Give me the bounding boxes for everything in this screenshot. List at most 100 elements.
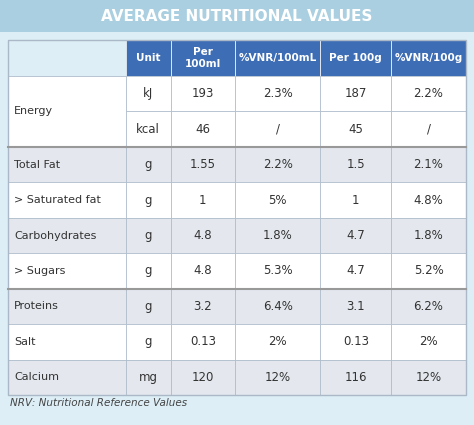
Bar	[235, 76, 320, 111]
Text: 1.8%: 1.8%	[263, 229, 292, 242]
Text: 2.2%: 2.2%	[414, 87, 444, 100]
Text: 2.2%: 2.2%	[263, 158, 292, 171]
Text: 4.8: 4.8	[193, 229, 212, 242]
Bar	[391, 111, 466, 147]
Bar	[320, 147, 391, 182]
Text: 5%: 5%	[268, 193, 287, 207]
Text: Energy: Energy	[14, 106, 53, 116]
Text: 1: 1	[352, 193, 360, 207]
Bar	[391, 360, 466, 395]
Bar	[8, 40, 126, 76]
Text: 0.13: 0.13	[343, 335, 369, 348]
Text: Salt: Salt	[14, 337, 36, 347]
Text: Proteins: Proteins	[14, 301, 59, 312]
Text: 1.8%: 1.8%	[414, 229, 443, 242]
Text: Calcium: Calcium	[14, 372, 59, 382]
Bar	[171, 218, 235, 253]
Bar	[171, 40, 235, 76]
Bar	[391, 40, 466, 76]
Bar	[235, 289, 320, 324]
Text: 2%: 2%	[268, 335, 287, 348]
Bar	[8, 147, 126, 182]
Bar	[235, 253, 320, 289]
Text: 6.2%: 6.2%	[414, 300, 444, 313]
Text: NRV: Nutritional Reference Values: NRV: Nutritional Reference Values	[10, 398, 187, 408]
Bar	[8, 289, 126, 324]
Text: 4.7: 4.7	[346, 229, 365, 242]
Text: kcal: kcal	[136, 123, 160, 136]
Bar	[8, 360, 126, 395]
Text: 4.8: 4.8	[193, 264, 212, 278]
Bar	[8, 253, 126, 289]
Text: 1.5: 1.5	[346, 158, 365, 171]
Text: kJ: kJ	[143, 87, 153, 100]
Text: 1: 1	[199, 193, 207, 207]
Bar	[391, 182, 466, 218]
Bar	[320, 40, 391, 76]
Bar	[171, 76, 235, 111]
Text: 116: 116	[345, 371, 367, 384]
Bar	[126, 76, 171, 111]
Bar	[126, 360, 171, 395]
Bar	[391, 324, 466, 360]
Text: %VNR/100mL: %VNR/100mL	[238, 53, 317, 63]
Bar	[126, 40, 171, 76]
Text: Per 100g: Per 100g	[329, 53, 382, 63]
Bar	[320, 253, 391, 289]
Text: 12%: 12%	[416, 371, 442, 384]
Text: 193: 193	[191, 87, 214, 100]
Bar	[8, 76, 126, 147]
Text: Total Fat: Total Fat	[14, 160, 60, 170]
Text: > Saturated fat: > Saturated fat	[14, 195, 101, 205]
Bar	[171, 147, 235, 182]
Bar	[320, 289, 391, 324]
Text: 46: 46	[195, 123, 210, 136]
Text: 2.1%: 2.1%	[414, 158, 444, 171]
Text: 0.13: 0.13	[190, 335, 216, 348]
Bar	[235, 40, 320, 76]
Bar	[8, 40, 466, 395]
Text: 4.8%: 4.8%	[414, 193, 443, 207]
Text: mg: mg	[139, 371, 158, 384]
Text: 12%: 12%	[264, 371, 291, 384]
Bar	[126, 324, 171, 360]
Bar	[320, 182, 391, 218]
Bar	[126, 147, 171, 182]
Text: %VNR/100g: %VNR/100g	[394, 53, 463, 63]
Bar	[235, 182, 320, 218]
Text: g: g	[145, 193, 152, 207]
Text: Per
100ml: Per 100ml	[185, 47, 221, 69]
Bar	[0, 0, 474, 32]
Text: /: /	[276, 123, 280, 136]
Bar	[171, 324, 235, 360]
Text: g: g	[145, 264, 152, 278]
Bar	[235, 360, 320, 395]
Bar	[126, 289, 171, 324]
Text: 45: 45	[348, 123, 363, 136]
Text: > Sugars: > Sugars	[14, 266, 65, 276]
Text: 2.3%: 2.3%	[263, 87, 292, 100]
Text: 1.55: 1.55	[190, 158, 216, 171]
Bar	[171, 360, 235, 395]
Text: 4.7: 4.7	[346, 264, 365, 278]
Text: 3.2: 3.2	[193, 300, 212, 313]
Text: Carbohydrates: Carbohydrates	[14, 230, 96, 241]
Bar	[126, 253, 171, 289]
Text: g: g	[145, 229, 152, 242]
Bar	[171, 253, 235, 289]
Bar	[235, 111, 320, 147]
Text: g: g	[145, 158, 152, 171]
Bar	[391, 218, 466, 253]
Bar	[8, 182, 126, 218]
Bar	[171, 289, 235, 324]
Text: 6.4%: 6.4%	[263, 300, 292, 313]
Text: 120: 120	[191, 371, 214, 384]
Bar	[171, 182, 235, 218]
Bar	[8, 324, 126, 360]
Bar	[171, 111, 235, 147]
Bar	[391, 289, 466, 324]
Bar	[391, 253, 466, 289]
Text: 2%: 2%	[419, 335, 438, 348]
Bar	[126, 182, 171, 218]
Text: g: g	[145, 300, 152, 313]
